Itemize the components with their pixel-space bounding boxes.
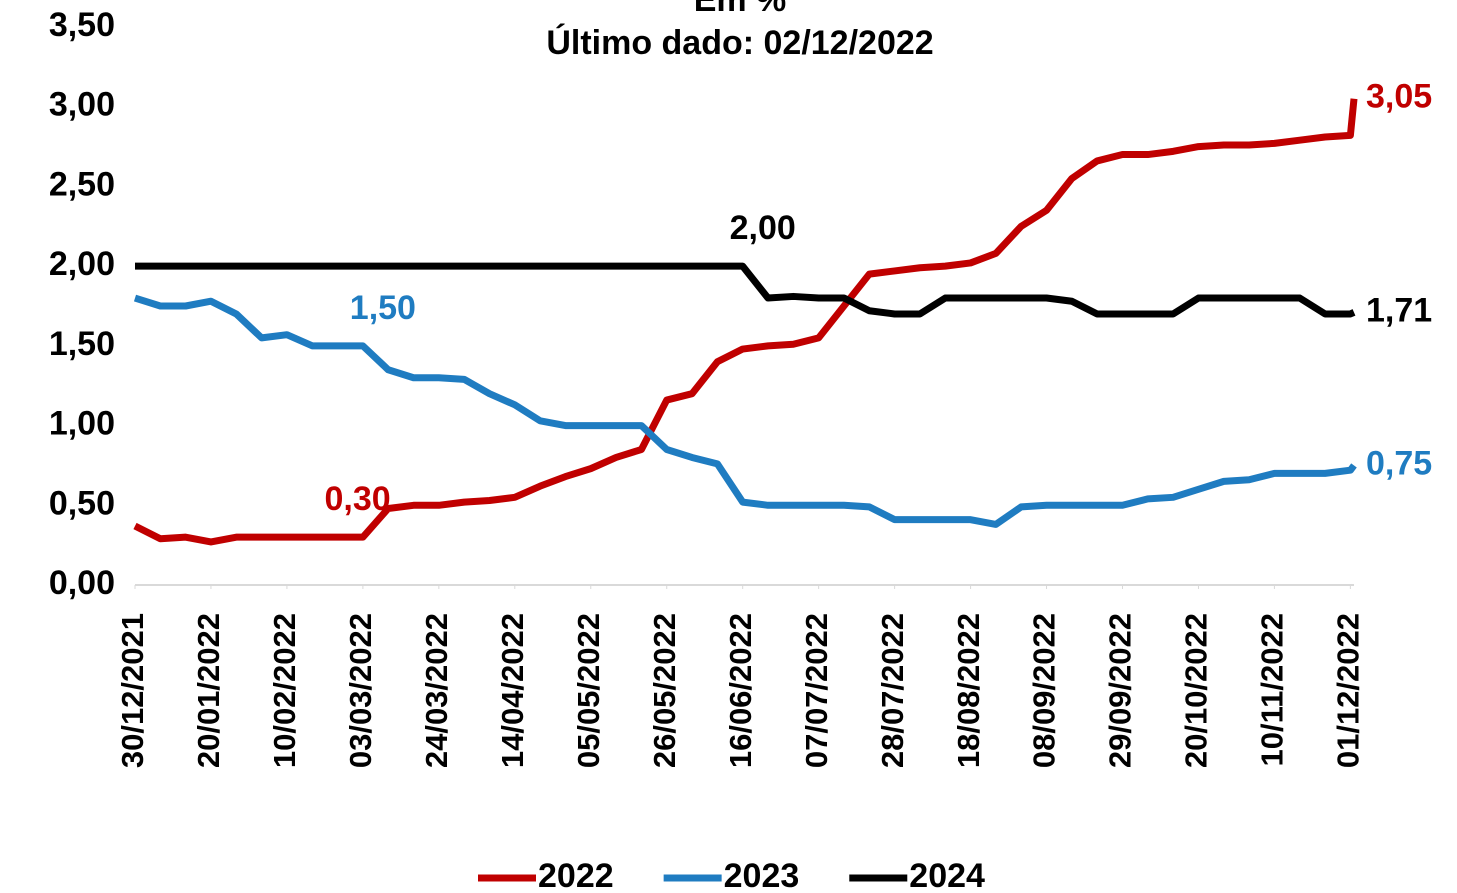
- data-label: 1,50: [350, 289, 416, 327]
- x-tick-label: 08/09/2022: [1027, 613, 1062, 768]
- x-tick-label: 14/04/2022: [495, 613, 530, 768]
- x-tick-label: 10/02/2022: [267, 613, 302, 768]
- x-tick-label: 30/12/2021: [115, 613, 150, 768]
- y-tick-label: 3,50: [49, 6, 115, 44]
- x-tick-label: 20/10/2022: [1179, 613, 1214, 768]
- legend-label: 2022: [538, 857, 614, 893]
- legend-label: 2024: [909, 857, 985, 893]
- data-label: 0,30: [324, 480, 390, 518]
- legend-label: 2023: [724, 857, 800, 893]
- y-tick-label: 1,50: [49, 325, 115, 363]
- x-tick-label: 03/03/2022: [343, 613, 378, 768]
- x-tick-label: 26/05/2022: [647, 613, 682, 768]
- chart-title: Em %: [694, 0, 787, 19]
- y-tick-label: 1,00: [49, 405, 115, 443]
- x-tick-label: 01/12/2022: [1331, 613, 1366, 768]
- y-tick-label: 2,50: [49, 165, 115, 203]
- x-tick-label: 28/07/2022: [875, 613, 910, 768]
- y-tick-label: 0,00: [49, 564, 115, 602]
- x-tick-label: 07/07/2022: [799, 613, 834, 768]
- y-tick-label: 3,00: [49, 86, 115, 124]
- x-tick-label: 24/03/2022: [419, 613, 454, 768]
- series-line: [133, 294, 1357, 528]
- x-tick-label: 20/01/2022: [191, 613, 226, 768]
- x-tick-label: 10/11/2022: [1255, 613, 1290, 766]
- series-line: [133, 98, 1358, 546]
- y-tick-label: 2,00: [49, 245, 115, 283]
- series-line: [135, 262, 1356, 318]
- data-label: 2,00: [730, 209, 796, 247]
- chart-subtitle: Último dado: 02/12/2022: [546, 24, 933, 62]
- data-label: 1,71: [1366, 291, 1432, 329]
- data-label: 3,05: [1366, 78, 1432, 116]
- y-tick-label: 0,50: [49, 484, 115, 522]
- x-tick-label: 18/08/2022: [951, 613, 986, 768]
- x-tick-label: 05/05/2022: [571, 613, 606, 768]
- data-label: 0,75: [1366, 444, 1432, 482]
- x-tick-label: 29/09/2022: [1103, 613, 1138, 768]
- x-tick-label: 16/06/2022: [723, 613, 758, 768]
